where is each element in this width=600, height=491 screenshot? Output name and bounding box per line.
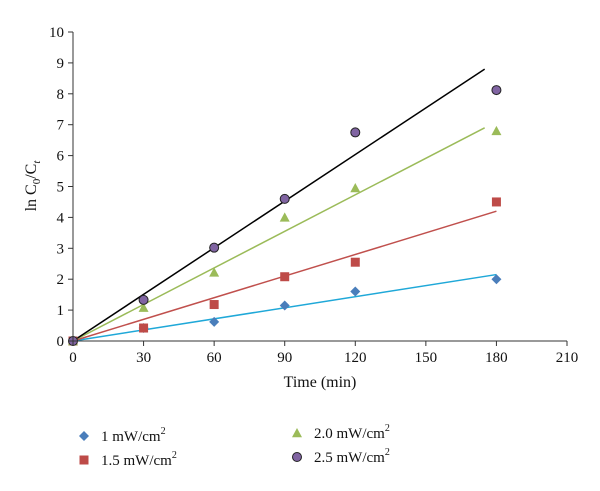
x-tick-label: 0	[69, 350, 77, 366]
data-point	[280, 272, 290, 282]
legend-label-text: 2.5 mW/cm	[314, 450, 385, 466]
axes	[72, 32, 567, 342]
x-tick-label: 30	[136, 350, 151, 366]
data-point	[279, 212, 290, 222]
legend-marker	[292, 452, 302, 462]
data-point	[350, 286, 361, 297]
y-axis-title-mid: /C	[23, 164, 40, 179]
legend-marker	[79, 431, 89, 441]
legend-label-sup: 2	[172, 450, 177, 461]
data-point	[209, 242, 220, 253]
y-tick-label: 6	[57, 149, 65, 165]
trendline	[72, 68, 486, 342]
y-tick-label: 9	[57, 56, 65, 72]
data-point	[350, 183, 361, 193]
ticks: 0 30 60 90 120 150 180 210 0 1 2 3 4 5 6 7 8 9 10	[49, 25, 578, 366]
legend-label: 2.0 mW/cm2	[314, 423, 390, 442]
y-tick-label: 10	[49, 25, 64, 41]
data-point	[350, 257, 360, 267]
trendline	[72, 127, 486, 342]
data-point	[138, 302, 149, 312]
y-tick-label: 1	[57, 303, 65, 319]
legend-label: 2.5 mW/cm2	[314, 447, 390, 466]
x-tick-label: 210	[556, 350, 579, 366]
y-axis-title-sub0: 0	[31, 178, 43, 184]
legend-label-text: 1 mW/cm	[101, 429, 161, 445]
y-tick-label: 8	[57, 87, 65, 103]
y-tick-label: 7	[57, 118, 65, 134]
data-point	[209, 267, 220, 277]
data-point	[491, 197, 501, 207]
data-point	[491, 125, 502, 136]
x-tick-label: 90	[277, 350, 292, 366]
x-axis-title: Time (min)	[284, 374, 357, 391]
data-point	[209, 300, 219, 310]
y-tick-label: 5	[57, 180, 65, 196]
x-tick-label: 150	[415, 350, 438, 366]
plot-area	[68, 68, 502, 346]
legend-label-sup: 2	[385, 447, 390, 458]
data-point	[279, 300, 290, 311]
y-axis-title: ln C0/Ct	[23, 160, 43, 212]
legend-label: 1.5 mW/cm2	[101, 450, 177, 469]
data-point	[279, 193, 290, 204]
legend-label: 1 mW/cm2	[101, 426, 166, 445]
y-tick-label: 2	[57, 272, 65, 288]
data-point	[350, 127, 361, 138]
legend-label-text: 1.5 mW/cm	[101, 453, 172, 469]
legend-marker	[292, 428, 302, 438]
x-tick-label: 120	[344, 350, 367, 366]
legend-marker	[79, 455, 89, 465]
y-axis-title-subt: t	[31, 160, 43, 164]
x-tick-label: 60	[207, 350, 222, 366]
legend-label-text: 2.0 mW/cm	[314, 426, 385, 442]
legend-label-sup: 2	[161, 426, 166, 437]
data-point	[138, 294, 149, 305]
data-point	[209, 316, 220, 327]
y-tick-label: 3	[57, 241, 65, 257]
data-point	[491, 85, 502, 96]
x-tick-label: 180	[485, 350, 508, 366]
data-point	[491, 274, 502, 285]
data-point	[139, 323, 149, 333]
y-tick-label: 4	[57, 210, 65, 226]
y-axis-title-prefix: ln C	[23, 184, 40, 211]
legend-label-sup: 2	[385, 423, 390, 434]
y-tick-label: 0	[57, 334, 65, 350]
